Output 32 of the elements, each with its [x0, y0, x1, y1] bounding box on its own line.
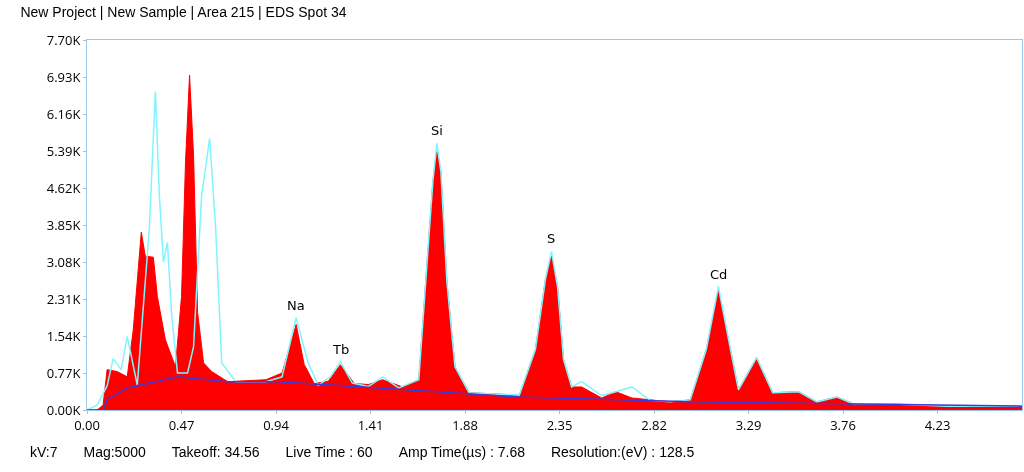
x-tick-label: 0.94 [263, 415, 290, 434]
x-tick-label: 0.47 [168, 415, 195, 434]
x-tick-label: 2.82 [641, 415, 667, 434]
y-tick-label: 5.39K [46, 141, 81, 160]
y-tick-label: 6.16K [46, 104, 81, 123]
y-tick-label: 4.62K [46, 178, 81, 197]
y-tick-label: 3.85K [46, 215, 81, 234]
x-tick-label: 1.41 [357, 415, 384, 434]
x-tick-label: 1.88 [452, 415, 478, 434]
annotation: S [547, 231, 556, 246]
y-tick-label: 1.54K [46, 326, 81, 345]
annotation: Cd [710, 267, 728, 282]
text: Mag:5000 [83, 444, 146, 460]
y-tick-label: 6.93K [46, 67, 81, 86]
y-tick-label: 0.77K [46, 363, 81, 382]
y-tick-label: 2.31K [46, 289, 81, 308]
annotation: Na [287, 298, 305, 313]
text: Takeoff: 34.56 [171, 444, 260, 460]
x-tick-label: 3.76 [830, 415, 856, 434]
chart-title: New Project | New Sample | Area 215 | EDS Spot 34 [20, 3, 347, 20]
annotation: Tb [332, 342, 350, 357]
text: Live Time : 60 [285, 444, 373, 460]
x-tick-label: 2.35 [546, 415, 573, 434]
x-tick-label: 3.29 [735, 415, 762, 434]
text: kV:7 [30, 444, 58, 460]
y-tick-label: 3.08K [46, 252, 81, 271]
line-series [87, 376, 1022, 410]
x-tick-label: 4.23 [924, 415, 951, 434]
y-tick-label: 7.70K [46, 30, 81, 49]
text: Resolution:(eV) : 128.5 [550, 444, 695, 460]
annotation: Si [431, 123, 443, 138]
text: Amp Time(µs) : 7.68 [398, 444, 525, 460]
